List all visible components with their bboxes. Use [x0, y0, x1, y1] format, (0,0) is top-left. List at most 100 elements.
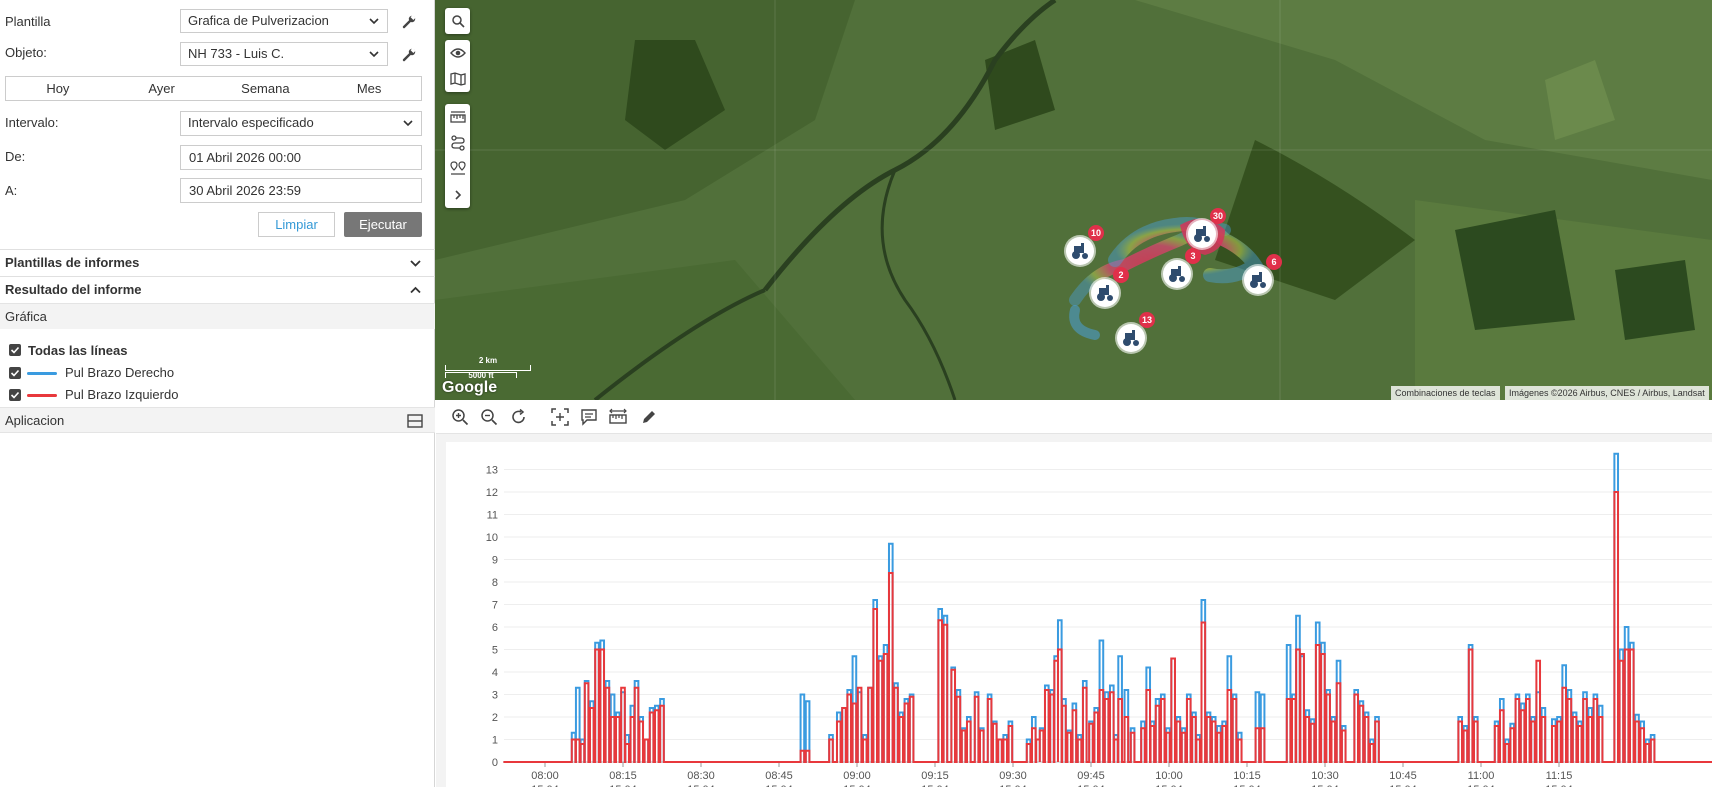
x-tick-date: 15.04	[1545, 784, 1573, 787]
period-today[interactable]: Hoy	[46, 81, 70, 96]
x-tick-date: 15.04	[843, 784, 871, 787]
x-tick-date: 15.04	[687, 784, 715, 787]
tractor-icon	[1169, 266, 1185, 282]
x-tick-date: 15.04	[1077, 784, 1105, 787]
tractor-icon	[1097, 285, 1113, 301]
y-tick-label: 4	[492, 667, 498, 679]
vehicle-marker[interactable]: 13	[1117, 312, 1155, 352]
keyboard-shortcuts-link[interactable]: Combinaciones de teclas	[1391, 386, 1500, 400]
panel-toggle-icon[interactable]	[407, 414, 423, 428]
report-templates-section[interactable]: Plantillas de informes	[0, 249, 435, 276]
to-date-input[interactable]: 30 Abril 2026 23:59	[180, 178, 422, 203]
y-tick-label: 10	[486, 532, 498, 544]
map-expand-tool[interactable]	[445, 182, 470, 208]
marker-count-badge: 13	[1139, 312, 1155, 328]
map-icon	[449, 72, 466, 86]
chevron-down-icon	[403, 120, 413, 127]
chart-series	[503, 452, 1712, 763]
chart-toolbar	[436, 400, 1712, 434]
ruler-icon	[449, 111, 466, 123]
from-label: De:	[5, 149, 26, 164]
chart-tab[interactable]: Gráfica	[0, 303, 435, 329]
x-tick-time: 11:15	[1546, 770, 1573, 782]
period-week[interactable]: Semana	[241, 81, 290, 96]
map-ruler-tool[interactable]	[445, 104, 470, 130]
x-tick-time: 08:45	[765, 770, 793, 782]
period-selector: Hoy Ayer Semana Mes	[5, 76, 422, 101]
comment-icon[interactable]	[580, 408, 598, 426]
run-button[interactable]: Ejecutar	[344, 212, 422, 237]
scale-km: 2 km	[478, 356, 498, 365]
pencil-icon[interactable]	[640, 408, 658, 426]
chevron-right-icon	[454, 190, 461, 200]
map-geofence-tool[interactable]	[445, 156, 470, 182]
y-tick-label: 9	[492, 555, 498, 567]
x-tick-date: 15.04	[609, 784, 637, 787]
line2-label: Pul Brazo Izquierdo	[65, 387, 179, 402]
period-yesterday[interactable]: Ayer	[148, 81, 175, 96]
map-search-tool[interactable]	[445, 8, 470, 34]
x-tick-time: 09:00	[843, 770, 871, 782]
x-tick-date: 15.04	[921, 784, 949, 787]
from-date-input[interactable]: 01 Abril 2026 00:00	[180, 145, 422, 170]
object-label: Objeto:	[5, 45, 47, 60]
all-lines-label: Todas las líneas	[28, 343, 128, 358]
y-tick-label: 3	[492, 690, 498, 702]
y-tick-label: 0	[492, 757, 498, 769]
period-month[interactable]: Mes	[356, 81, 382, 96]
chevron-up-icon	[410, 286, 421, 294]
application-section[interactable]: Aplicacion	[0, 407, 435, 433]
chevron-down-icon	[369, 51, 379, 58]
wrench-icon[interactable]	[401, 47, 417, 63]
report-panel: Plantilla Grafica de Pulverizacion Objet…	[0, 0, 435, 787]
x-tick-date: 15.04	[1467, 784, 1495, 787]
x-axis-labels: 08:00 15.04 08:15 15.04 08:30 15.04 08:45 15.04…	[531, 762, 1573, 787]
imagery-attribution: Imágenes ©2026 Airbus, CNES / Airbus, La…	[1505, 386, 1709, 400]
map-route-tool[interactable]	[445, 130, 470, 156]
x-tick-time: 08:00	[531, 770, 559, 782]
y-tick-label: 5	[492, 645, 498, 657]
x-tick-date: 15.04	[1311, 784, 1339, 787]
zoom-in-icon[interactable]	[451, 408, 469, 426]
x-tick-date: 15.04	[1155, 784, 1183, 787]
zoom-out-icon[interactable]	[480, 408, 498, 426]
wrench-icon[interactable]	[401, 14, 417, 30]
vehicle-marker[interactable]: 2	[1091, 267, 1129, 307]
vehicle-marker[interactable]: 30	[1188, 208, 1226, 248]
y-tick-label: 6	[492, 622, 498, 634]
object-select[interactable]: NH 733 - Luis C.	[180, 42, 388, 66]
x-tick-time: 09:30	[999, 770, 1027, 782]
x-tick-date: 15.04	[765, 784, 793, 787]
template-select-value: Grafica de Pulverizacion	[188, 13, 329, 28]
map-scale: 2 km 5000 ft	[445, 356, 531, 380]
fit-area-icon[interactable]	[551, 408, 569, 426]
clear-button[interactable]: Limpiar	[258, 212, 335, 237]
pins-icon	[449, 161, 466, 175]
template-select[interactable]: Grafica de Pulverizacion	[180, 9, 388, 33]
x-tick-time: 10:30	[1311, 770, 1339, 782]
all-lines-checkbox[interactable]	[9, 344, 21, 356]
ruler-icon[interactable]	[609, 408, 627, 426]
google-logo: Google	[442, 379, 498, 396]
vehicle-marker[interactable]: 10	[1066, 225, 1104, 265]
tractor-icon	[1123, 330, 1139, 346]
map-toolbar-tools	[445, 104, 470, 208]
interval-select[interactable]: Intervalo especificado	[180, 111, 422, 136]
reset-zoom-icon[interactable]	[510, 408, 528, 426]
map-view[interactable]: 10 30 3 2 6 13 2 km 5000 ft Google Combi…	[435, 0, 1712, 400]
vehicle-marker[interactable]: 6	[1244, 254, 1282, 294]
report-templates-title: Plantillas de informes	[5, 255, 140, 270]
report-result-section[interactable]: Resultado del informe	[0, 276, 435, 303]
interval-select-value: Intervalo especificado	[188, 115, 314, 130]
check-icon	[10, 369, 20, 377]
x-tick-time: 08:15	[609, 770, 637, 782]
map-visibility-tool[interactable]	[445, 40, 470, 66]
tractor-icon	[1250, 272, 1266, 288]
vehicle-marker[interactable]: 3	[1163, 248, 1201, 288]
map-layers-tool[interactable]	[445, 66, 470, 92]
line1-checkbox[interactable]	[9, 367, 21, 379]
line2-checkbox[interactable]	[9, 389, 21, 401]
